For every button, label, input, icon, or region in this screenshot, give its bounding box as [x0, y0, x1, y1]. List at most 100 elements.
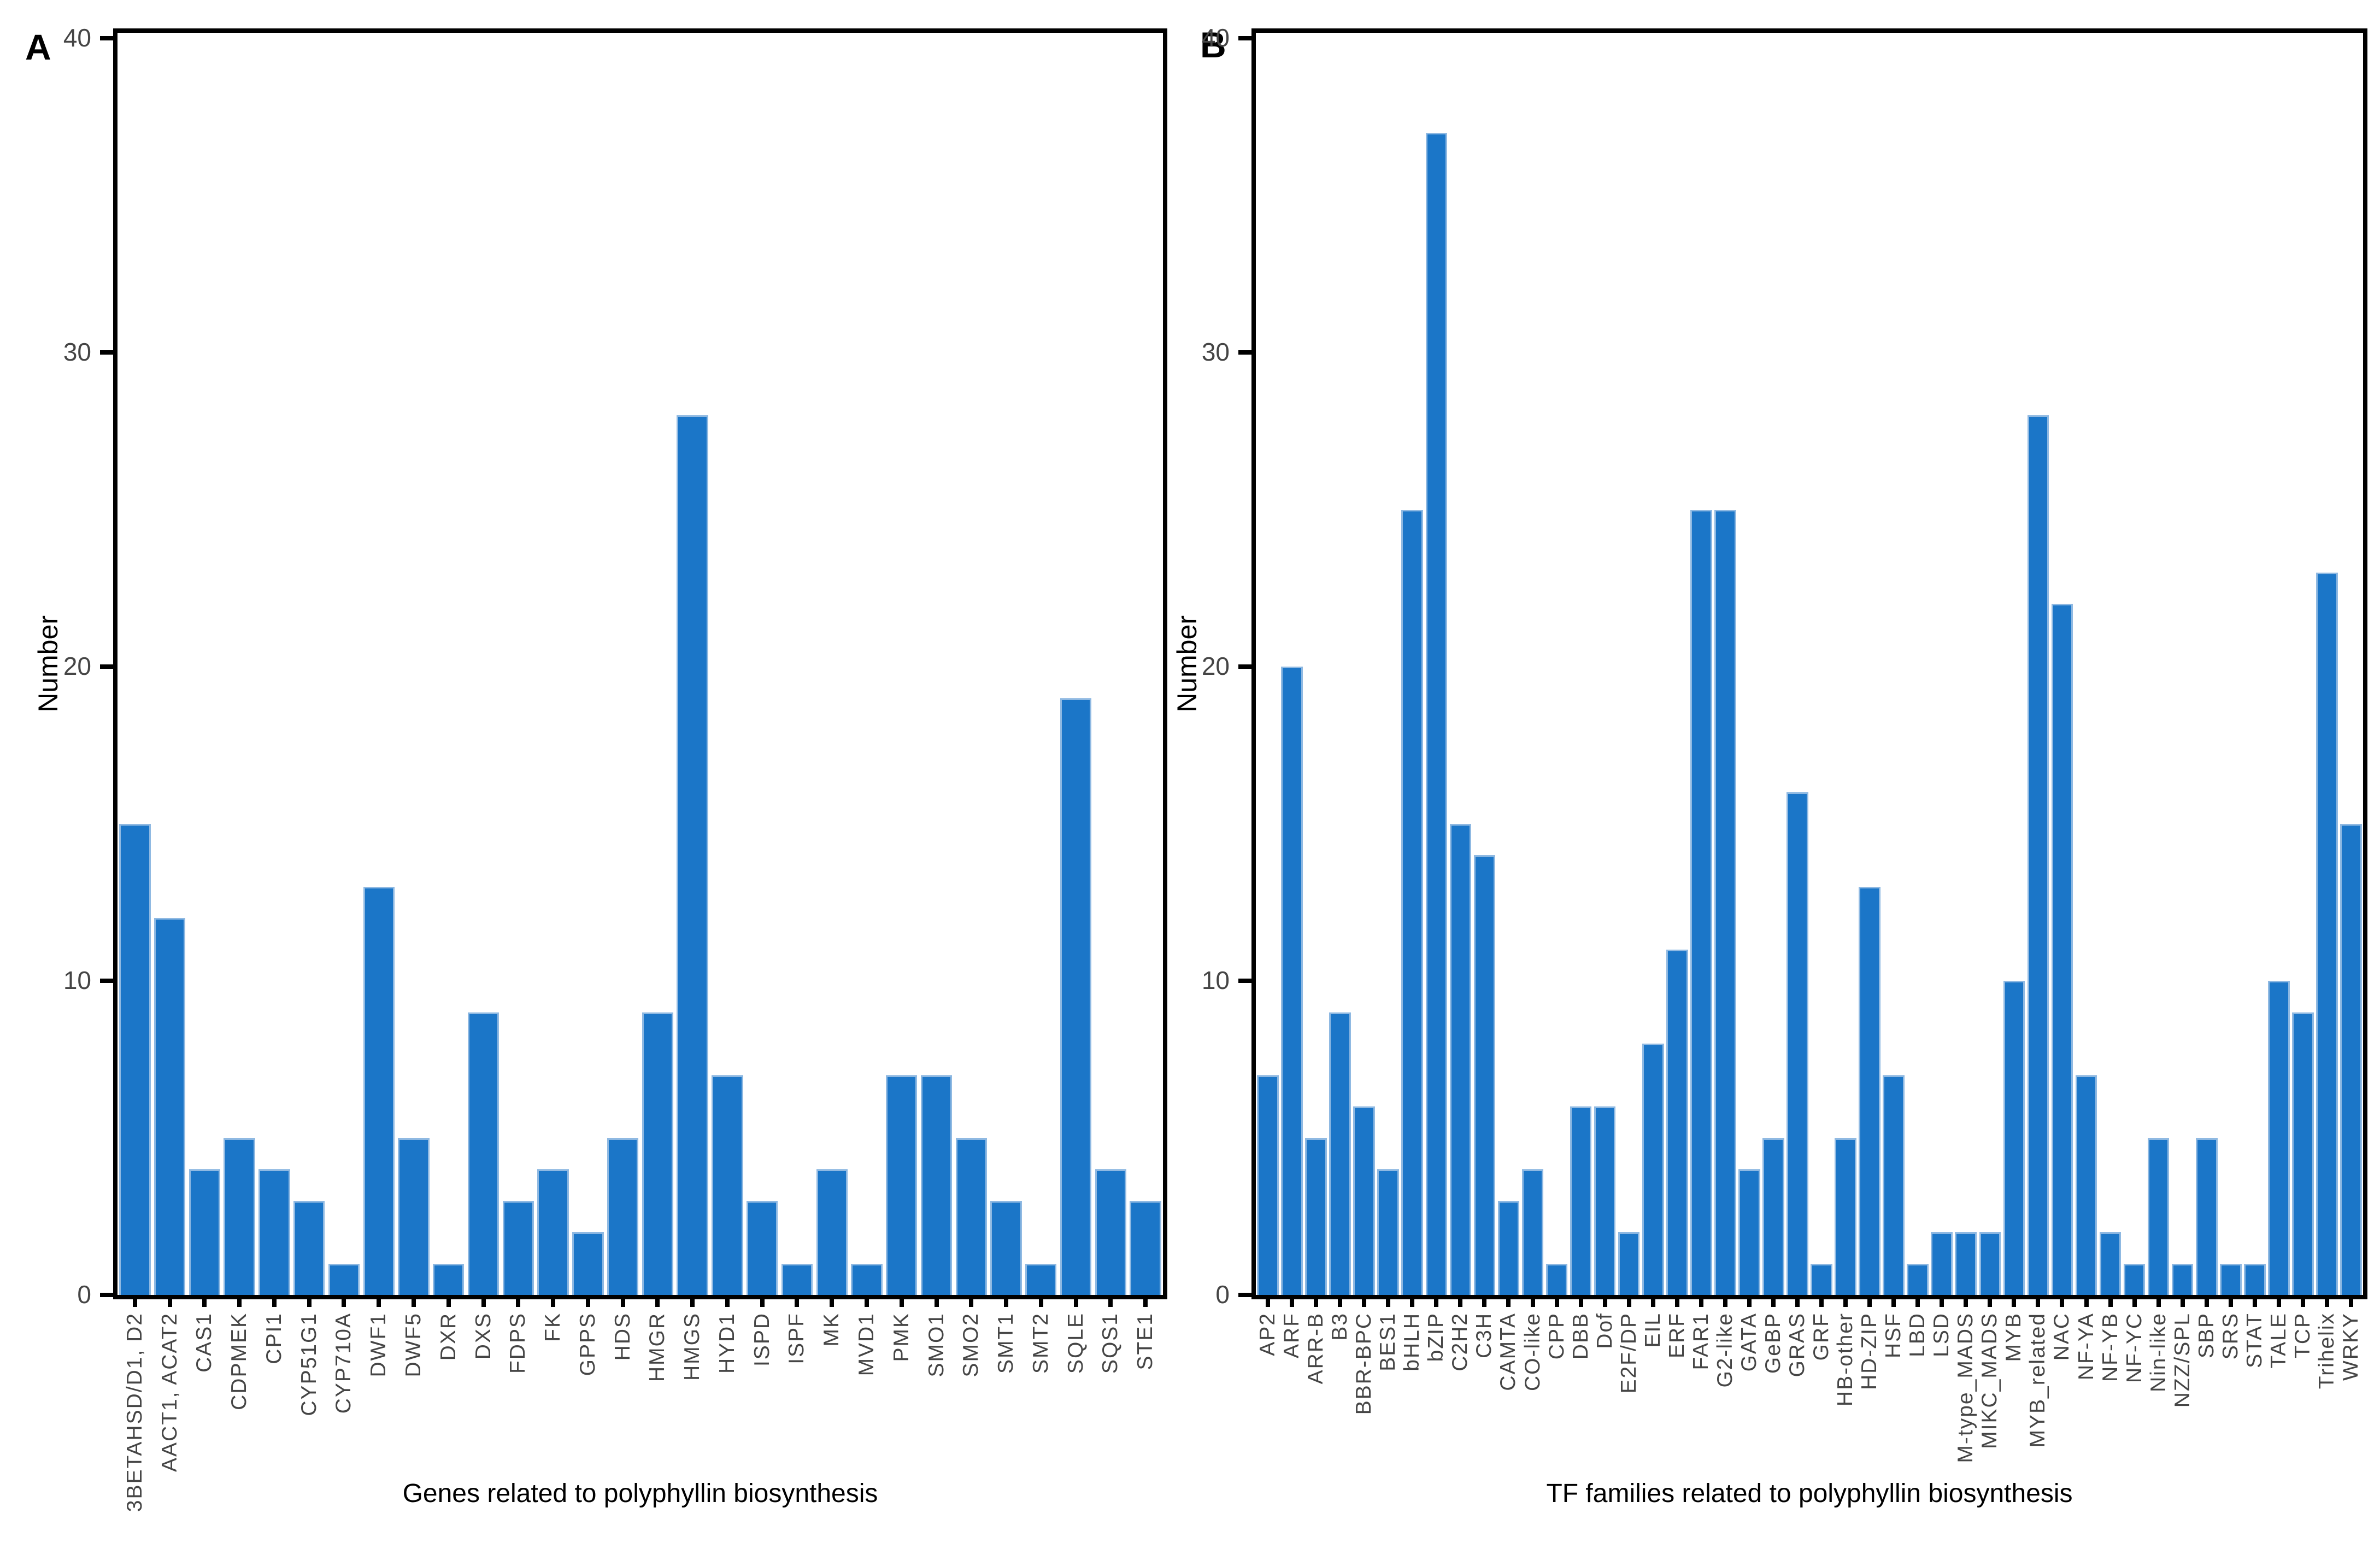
panel-a-plot-area	[113, 28, 1167, 1299]
bar	[2268, 981, 2290, 1295]
x-axis-category-label: TALE	[2266, 1312, 2290, 1369]
x-axis-tick-mark	[1290, 1295, 1295, 1307]
bar	[433, 1263, 465, 1295]
y-axis-tick-label: 20	[1201, 652, 1230, 680]
bar	[1859, 886, 1881, 1295]
x-axis-category-label: SMT1	[994, 1312, 1018, 1374]
x-axis-tick-mark	[1940, 1295, 1944, 1307]
x-axis-tick-mark	[1314, 1295, 1319, 1307]
x-axis-category-label: SRS	[2218, 1312, 2242, 1360]
bar	[1570, 1106, 1592, 1295]
bar	[1060, 698, 1092, 1295]
bar	[955, 1138, 987, 1295]
bar	[990, 1200, 1022, 1295]
panel-b-x-axis-title: TF families related to polyphyllin biosy…	[1546, 1479, 2073, 1508]
x-axis-category-label: GPPS	[575, 1312, 600, 1376]
x-axis-tick-mark	[1723, 1295, 1727, 1307]
x-axis-tick-mark	[1004, 1295, 1009, 1307]
x-axis-tick-mark	[1458, 1295, 1463, 1307]
bar	[293, 1200, 325, 1295]
x-axis-tick-mark	[585, 1295, 590, 1307]
x-axis-category-label: G2-like	[1713, 1312, 1737, 1388]
x-axis-category-label: PMK	[889, 1312, 913, 1362]
bar	[2123, 1263, 2146, 1295]
x-axis-category-label: CAS1	[192, 1312, 216, 1373]
bar	[467, 1012, 499, 1295]
x-axis-category-label: LSD	[1930, 1312, 1954, 1357]
x-axis-tick-mark	[1434, 1295, 1439, 1307]
x-axis-category-label: MK	[820, 1312, 844, 1347]
x-axis-category-label: SBP	[2194, 1312, 2218, 1359]
y-axis-tick-label: 0	[1215, 1280, 1230, 1309]
x-axis-category-label: FDPS	[506, 1312, 530, 1374]
x-axis-tick-mark	[1530, 1295, 1535, 1307]
y-axis-tick-mark	[1238, 979, 1251, 983]
bar	[851, 1263, 883, 1295]
x-axis-tick-mark	[969, 1295, 974, 1307]
bar	[1955, 1232, 1977, 1295]
bar	[119, 823, 151, 1295]
x-axis-category-label: CYP51G1	[297, 1312, 321, 1416]
x-axis-category-label: SQS1	[1098, 1312, 1123, 1374]
y-axis-tick-label: 40	[1201, 23, 1230, 52]
x-axis-category-label: HYD1	[715, 1312, 739, 1374]
bar	[2195, 1138, 2218, 1295]
x-axis-category-label: AACT1, ACAT2	[157, 1312, 181, 1473]
bar	[502, 1200, 534, 1295]
bar	[2027, 415, 2049, 1295]
x-axis-category-label: CPI1	[262, 1312, 286, 1364]
x-axis-tick-mark	[481, 1295, 486, 1307]
x-axis-category-label: BES1	[1376, 1312, 1400, 1371]
x-axis-tick-mark	[237, 1295, 242, 1307]
x-axis-tick-mark	[1699, 1295, 1703, 1307]
x-axis-tick-mark	[1674, 1295, 1679, 1307]
bar	[258, 1169, 290, 1295]
x-axis-tick-mark	[446, 1295, 451, 1307]
x-axis-tick-mark	[516, 1295, 521, 1307]
bar	[781, 1263, 813, 1295]
x-axis-category-label: ARR-B	[1304, 1312, 1328, 1385]
x-axis-category-label: NF-YC	[2122, 1312, 2146, 1383]
bar	[1787, 792, 1808, 1295]
x-axis-tick-mark	[1843, 1295, 1848, 1307]
x-axis-tick-mark	[202, 1295, 207, 1307]
bar	[1497, 1200, 1520, 1295]
bar	[154, 918, 186, 1295]
y-axis-tick-label: 30	[63, 338, 91, 366]
x-axis-category-label: ISPF	[785, 1312, 809, 1364]
x-axis-tick-mark	[1578, 1295, 1583, 1307]
x-axis-category-label: HB-other	[1834, 1312, 1858, 1407]
x-axis-tick-mark	[1964, 1295, 1968, 1307]
x-axis-tick-mark	[1338, 1295, 1343, 1307]
bar	[1907, 1263, 1929, 1295]
x-axis-category-label: Trihelix	[2314, 1312, 2338, 1389]
x-axis-category-label: ERF	[1665, 1312, 1689, 1358]
bar	[2292, 1012, 2314, 1295]
x-axis-tick-mark	[655, 1295, 660, 1307]
bar	[2075, 1075, 2097, 1295]
bar	[1618, 1232, 1640, 1295]
x-axis-category-label: NAC	[2050, 1312, 2074, 1361]
x-axis-category-label: EIL	[1641, 1312, 1665, 1348]
bar	[1425, 132, 1448, 1295]
x-axis-category-label: C2H2	[1448, 1312, 1472, 1371]
bar	[920, 1075, 953, 1295]
x-axis-tick-mark	[620, 1295, 625, 1307]
x-axis-category-label: CYP710A	[332, 1312, 356, 1414]
x-axis-tick-mark	[725, 1295, 730, 1307]
bar	[189, 1169, 221, 1295]
x-axis-tick-mark	[1143, 1295, 1148, 1307]
bar	[2099, 1232, 2122, 1295]
x-axis-tick-mark	[2180, 1295, 2185, 1307]
bar	[224, 1138, 255, 1295]
x-axis-tick-mark	[2012, 1295, 2017, 1307]
x-axis-category-label: GRF	[1809, 1312, 1834, 1361]
bar	[1690, 509, 1712, 1295]
x-axis-category-label: Nin-like	[2146, 1312, 2170, 1393]
bar	[677, 415, 708, 1295]
x-axis-tick-mark	[795, 1295, 800, 1307]
bar	[572, 1232, 604, 1295]
x-axis-tick-mark	[1626, 1295, 1631, 1307]
y-axis-tick-label: 30	[1201, 338, 1230, 366]
bar	[328, 1263, 360, 1295]
